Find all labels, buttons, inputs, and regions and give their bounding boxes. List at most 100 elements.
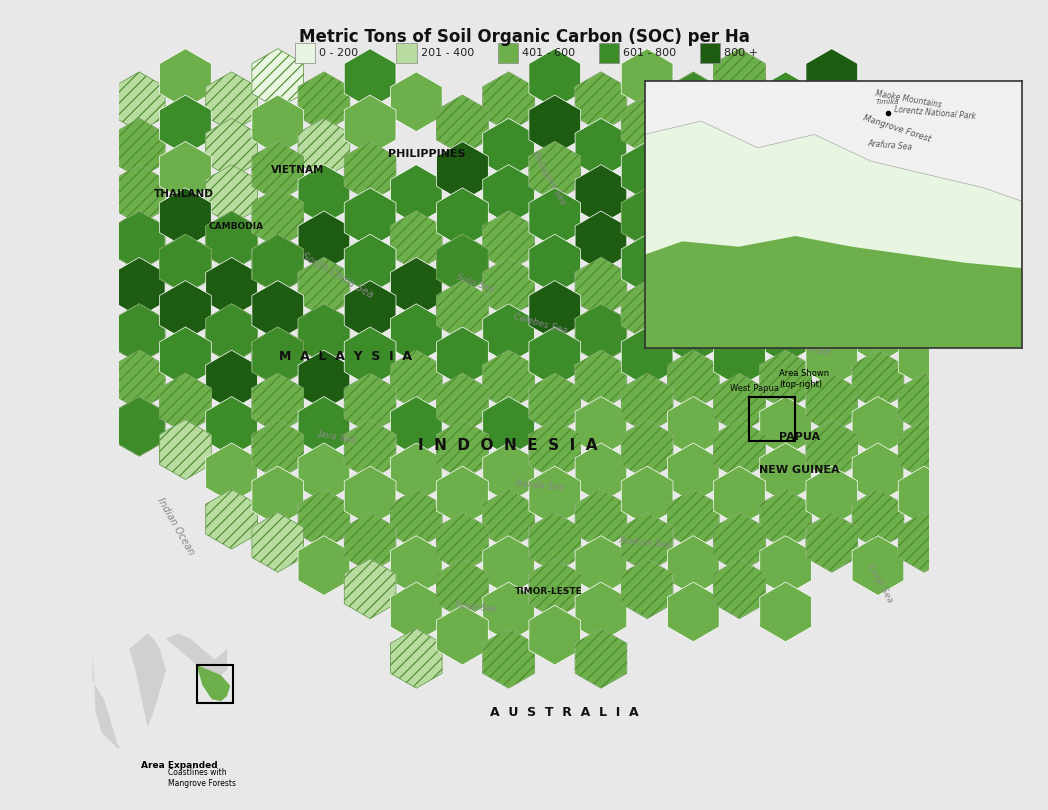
- Text: Banda Sea: Banda Sea: [516, 480, 565, 492]
- Polygon shape: [113, 304, 166, 364]
- Polygon shape: [483, 489, 534, 549]
- Polygon shape: [668, 582, 719, 642]
- Polygon shape: [437, 188, 488, 248]
- FancyBboxPatch shape: [396, 42, 417, 63]
- Polygon shape: [621, 49, 673, 109]
- Text: Timor Sea: Timor Sea: [454, 601, 497, 614]
- Text: Area Shown
(top-right): Area Shown (top-right): [779, 369, 829, 389]
- Polygon shape: [575, 304, 627, 364]
- Polygon shape: [437, 605, 488, 665]
- Polygon shape: [529, 420, 581, 480]
- Text: Arafura Sea: Arafura Sea: [618, 536, 673, 549]
- Polygon shape: [252, 420, 304, 480]
- Bar: [749, 397, 794, 441]
- Polygon shape: [483, 397, 534, 456]
- Polygon shape: [1036, 397, 1048, 456]
- Polygon shape: [668, 304, 719, 364]
- Polygon shape: [714, 188, 765, 248]
- Polygon shape: [252, 95, 304, 155]
- Polygon shape: [944, 535, 997, 595]
- Polygon shape: [252, 513, 304, 572]
- Polygon shape: [852, 443, 903, 503]
- Text: Mangrove Forest: Mangrove Forest: [863, 114, 933, 144]
- Polygon shape: [391, 397, 442, 456]
- Polygon shape: [575, 350, 627, 410]
- Polygon shape: [298, 350, 350, 410]
- Polygon shape: [575, 211, 627, 271]
- Polygon shape: [621, 420, 673, 480]
- Polygon shape: [529, 280, 581, 340]
- Polygon shape: [668, 72, 719, 131]
- Polygon shape: [391, 72, 442, 131]
- Polygon shape: [529, 513, 581, 572]
- Polygon shape: [714, 466, 765, 526]
- Polygon shape: [575, 443, 627, 503]
- Text: M  A  L  A  Y  S  I  A: M A L A Y S I A: [280, 350, 412, 363]
- Polygon shape: [852, 211, 903, 271]
- Polygon shape: [621, 95, 673, 155]
- Text: CAMBODIA: CAMBODIA: [209, 222, 264, 232]
- Polygon shape: [1036, 350, 1048, 410]
- Polygon shape: [714, 234, 765, 294]
- Polygon shape: [621, 327, 673, 386]
- Polygon shape: [714, 559, 765, 619]
- Text: Area Expanded: Area Expanded: [141, 761, 218, 769]
- Text: Lorentz National Park: Lorentz National Park: [894, 105, 976, 121]
- Polygon shape: [760, 304, 811, 364]
- Text: Philippine Sea: Philippine Sea: [529, 151, 567, 206]
- Text: Java Sea: Java Sea: [318, 429, 357, 446]
- Polygon shape: [575, 629, 627, 688]
- Polygon shape: [391, 164, 442, 224]
- Polygon shape: [852, 118, 903, 178]
- Polygon shape: [252, 280, 304, 340]
- Polygon shape: [483, 629, 534, 688]
- Polygon shape: [483, 443, 534, 503]
- Text: THAILAND: THAILAND: [154, 190, 214, 199]
- Polygon shape: [159, 327, 212, 386]
- Polygon shape: [1036, 535, 1048, 595]
- Polygon shape: [483, 164, 534, 224]
- Polygon shape: [760, 397, 811, 456]
- Polygon shape: [852, 350, 903, 410]
- Polygon shape: [806, 95, 857, 155]
- Polygon shape: [298, 535, 350, 595]
- Polygon shape: [714, 49, 765, 109]
- Polygon shape: [159, 373, 212, 433]
- Polygon shape: [391, 535, 442, 595]
- Polygon shape: [575, 535, 627, 595]
- Polygon shape: [529, 142, 581, 201]
- Polygon shape: [575, 118, 627, 178]
- Polygon shape: [344, 142, 396, 201]
- Polygon shape: [714, 513, 765, 572]
- Polygon shape: [990, 95, 1043, 155]
- Polygon shape: [113, 164, 166, 224]
- Polygon shape: [898, 188, 949, 248]
- Polygon shape: [159, 142, 212, 201]
- Polygon shape: [344, 234, 396, 294]
- Polygon shape: [252, 49, 304, 109]
- Polygon shape: [344, 188, 396, 248]
- Polygon shape: [760, 164, 811, 224]
- Polygon shape: [714, 95, 765, 155]
- Polygon shape: [575, 72, 627, 131]
- Polygon shape: [1036, 304, 1048, 364]
- Polygon shape: [990, 420, 1043, 480]
- Polygon shape: [391, 629, 442, 688]
- Text: Maoke Mountains: Maoke Mountains: [875, 89, 942, 110]
- Polygon shape: [852, 489, 903, 549]
- Polygon shape: [483, 350, 534, 410]
- Text: Timika: Timika: [876, 100, 899, 105]
- Polygon shape: [990, 373, 1043, 433]
- Polygon shape: [575, 258, 627, 318]
- Polygon shape: [437, 142, 488, 201]
- Polygon shape: [298, 164, 350, 224]
- Polygon shape: [437, 513, 488, 572]
- Polygon shape: [1036, 258, 1048, 318]
- Text: TIMOR-LESTE: TIMOR-LESTE: [515, 586, 583, 596]
- Polygon shape: [298, 258, 350, 318]
- Polygon shape: [852, 164, 903, 224]
- Polygon shape: [806, 234, 857, 294]
- Polygon shape: [990, 234, 1043, 294]
- Polygon shape: [529, 95, 581, 155]
- Polygon shape: [1036, 164, 1048, 224]
